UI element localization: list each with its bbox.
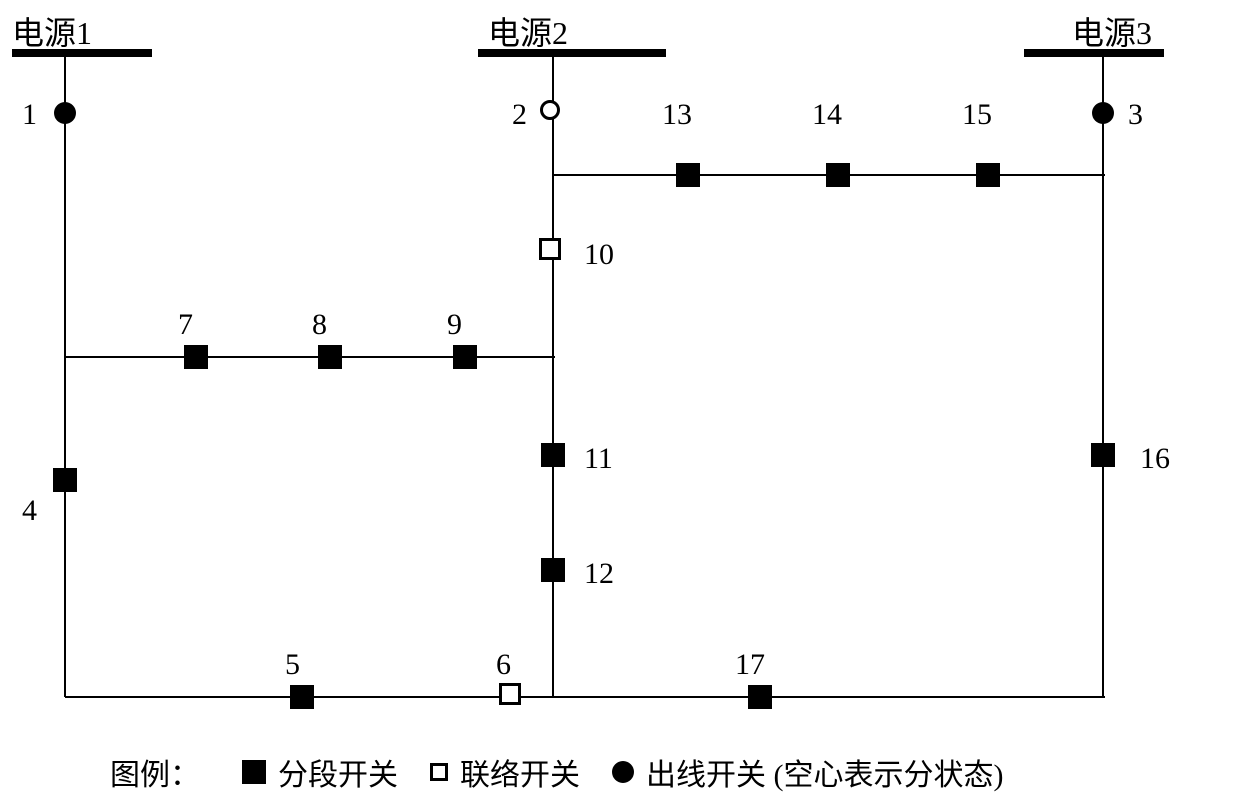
node-14-section-switch-icon (826, 163, 850, 187)
node-5-label: 5 (285, 648, 300, 682)
node-10-tie-switch-icon (539, 238, 561, 260)
node-17-section-switch-icon (748, 685, 772, 709)
legend-outlet-switch-icon (612, 761, 634, 783)
source1-label: 电源1 (12, 8, 92, 54)
node-6-label: 6 (496, 648, 511, 682)
node-7-section-switch-icon (184, 345, 208, 369)
legend-outlet-switch-label: 出线开关 (空心表示分状态) (646, 750, 1003, 794)
source1-bar (12, 49, 152, 57)
line-h-789 (65, 356, 555, 358)
node-17-label: 17 (735, 648, 765, 682)
line-v-src2 (552, 57, 554, 697)
line-v-src3 (1102, 57, 1104, 697)
node-6-tie-switch-icon (499, 683, 521, 705)
node-16-label: 16 (1140, 442, 1170, 476)
node-3-outlet-switch-icon (1092, 102, 1114, 124)
node-1-label: 1 (22, 98, 37, 132)
node-10-label: 10 (584, 238, 614, 272)
node-8-section-switch-icon (318, 345, 342, 369)
node-14-label: 14 (812, 98, 842, 132)
node-2-label: 2 (512, 98, 527, 132)
node-1-outlet-switch-icon (54, 102, 76, 124)
legend: 图例： 分段开关 联络开关 出线开关 (空心表示分状态) (110, 750, 1023, 794)
source3-label: 电源3 (1072, 8, 1152, 54)
circuit-diagram: 电源1 电源2 电源3 1 2 3 4 5 6 7 8 9 10 11 12 1… (0, 0, 1240, 809)
legend-prefix: 图例： (110, 750, 200, 794)
node-9-label: 9 (447, 308, 462, 342)
node-13-label: 13 (662, 98, 692, 132)
node-16-section-switch-icon (1091, 443, 1115, 467)
line-v-src1 (64, 57, 66, 697)
node-8-label: 8 (312, 308, 327, 342)
node-5-section-switch-icon (290, 685, 314, 709)
source2-label: 电源2 (488, 8, 568, 54)
node-2-outlet-switch-open-icon (540, 100, 560, 120)
legend-section-switch-label: 分段开关 (278, 750, 398, 794)
legend-tie-switch-icon (430, 763, 448, 781)
legend-tie-switch-label: 联络开关 (460, 750, 580, 794)
node-7-label: 7 (178, 308, 193, 342)
node-15-label: 15 (962, 98, 992, 132)
node-3-label: 3 (1128, 98, 1143, 132)
legend-section-switch-icon (242, 760, 266, 784)
node-15-section-switch-icon (976, 163, 1000, 187)
source2-bar (478, 49, 666, 57)
source3-bar (1024, 49, 1164, 57)
line-h-bottom (65, 696, 1105, 698)
node-12-label: 12 (584, 557, 614, 591)
node-11-section-switch-icon (541, 443, 565, 467)
node-12-section-switch-icon (541, 558, 565, 582)
node-4-section-switch-icon (53, 468, 77, 492)
node-13-section-switch-icon (676, 163, 700, 187)
node-4-label: 4 (22, 494, 37, 528)
node-11-label: 11 (584, 442, 613, 476)
node-9-section-switch-icon (453, 345, 477, 369)
